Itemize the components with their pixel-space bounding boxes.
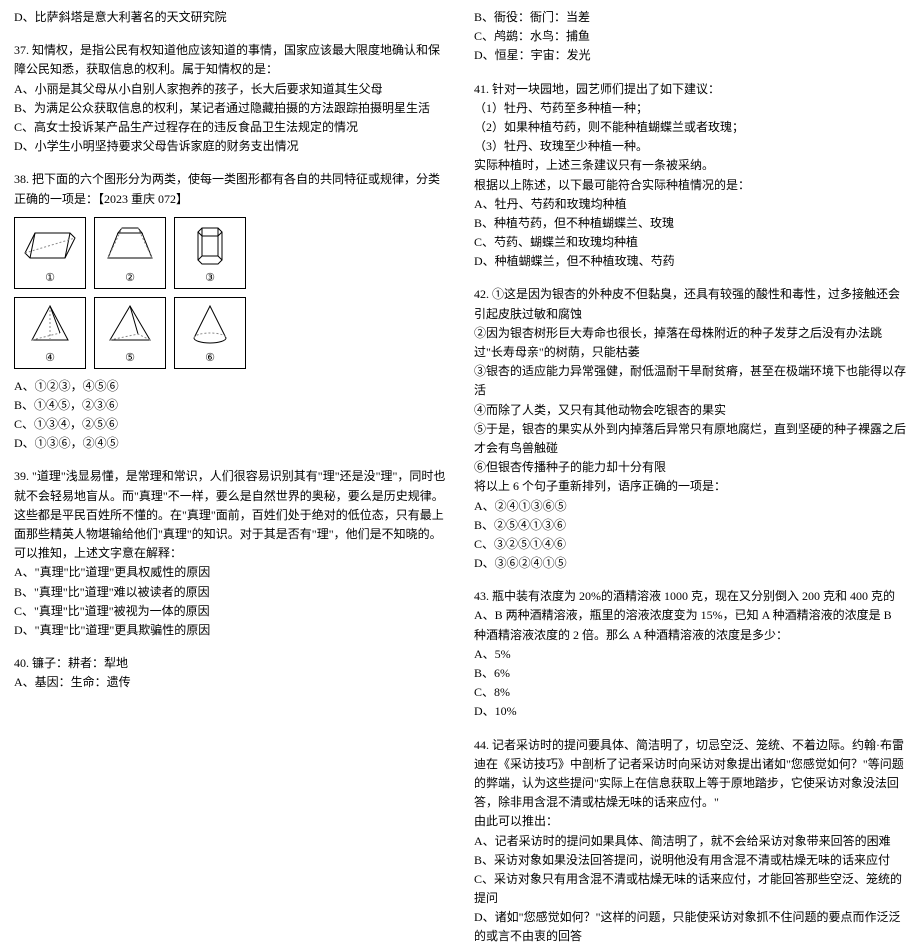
fig-label: ⑥ — [205, 350, 215, 368]
q: 根据以上陈述，以下最可能符合实际种植情况的是： — [474, 176, 906, 195]
opt-b: B、"真理"比"道理"难以被读者的原因 — [14, 583, 446, 602]
q37: 37. 知情权，是指公民有权知道他应该知道的事情，国家应该最大限度地确认和保障公… — [14, 41, 446, 156]
opt-c: C、鸬鹚：水鸟：捕鱼 — [474, 27, 906, 46]
fig-4: ④ — [14, 297, 86, 369]
q40: 40. 镰子：耕者：犁地 A、基因：生命：遗传 — [14, 654, 446, 692]
stem: 37. 知情权，是指公民有权知道他应该知道的事情，国家应该最大限度地确认和保障公… — [14, 41, 446, 79]
opt-a: A、②④①③⑥⑤ — [474, 497, 906, 516]
l1: （1）牡丹、芍药至多种植一种； — [474, 99, 906, 118]
opt-a: A、小丽是其父母从小自别人家抱养的孩子，长大后要求知道其生父母 — [14, 80, 446, 99]
opt: D、比萨斜塔是意大利著名的天文研究院 — [14, 8, 446, 27]
stem: 40. 镰子：耕者：犁地 — [14, 654, 446, 673]
tetra-icon — [100, 298, 160, 348]
frustum-icon — [100, 218, 160, 268]
q43: 43. 瓶中装有浓度为 20%的酒精溶液 1000 克，现在又分别倒入 200 … — [474, 587, 906, 721]
l2: （2）如果种植芍药，则不能种植蝴蝶兰或者玫瑰； — [474, 118, 906, 137]
fig-2: ② — [94, 217, 166, 289]
opt-b: B、采访对象如果没法回答提问，说明他没有用含混不清或枯燥无味的话来应付 — [474, 851, 906, 870]
opt-d: D、①③⑥，②④⑤ — [14, 434, 446, 453]
fig-label: ① — [45, 270, 55, 288]
opt-b: B、②⑤④①③⑥ — [474, 516, 906, 535]
opt-b: B、衙役：衙门：当差 — [474, 8, 906, 27]
stem: 43. 瓶中装有浓度为 20%的酒精溶液 1000 克，现在又分别倒入 200 … — [474, 587, 906, 645]
l4: ④而除了人类，又只有其他动物会吃银杏的果实 — [474, 401, 906, 420]
fig-6: ⑥ — [174, 297, 246, 369]
opt-d: D、小学生小明坚持要求父母告诉家庭的财务支出情况 — [14, 137, 446, 156]
opt-a: A、记者采访时的提问如果具体、简洁明了，就不会给采访对象带来回答的困难 — [474, 832, 906, 851]
opt-a: A、牡丹、芍药和玫瑰均种植 — [474, 195, 906, 214]
pyramid-icon — [20, 298, 80, 348]
q42: 42. ①这是因为银杏的外种皮不但黏臭，还具有较强的酸性和毒性，过多接触还会引起… — [474, 285, 906, 573]
stem: 38. 把下面的六个图形分为两类，使每一类图形都有各自的共同特征或规律，分类正确… — [14, 170, 446, 208]
fig-label: ⑤ — [125, 350, 135, 368]
l6: ⑥但银杏传播种子的能力却十分有限 — [474, 458, 906, 477]
opt-c: C、采访对象只有用含混不清或枯燥无味的话来应付，才能回答那些空泛、笼统的提问 — [474, 870, 906, 908]
opt-a: A、①②③，④⑤⑥ — [14, 377, 446, 396]
opt-a: A、5% — [474, 645, 906, 664]
opt-d: D、种植蝴蝶兰，但不种植玫瑰、芍药 — [474, 252, 906, 271]
q39: 39. "道理"浅显易懂，是常理和常识，人们很容易识别其有"理"还是没"理"，同… — [14, 467, 446, 640]
opt-c: C、芍药、蝴蝶兰和玫瑰均种植 — [474, 233, 906, 252]
fig-label: ② — [125, 270, 135, 288]
figure-grid: ① ② ③ ④ ⑤ ⑥ — [14, 217, 284, 369]
opt-b: B、为满足公众获取信息的权利，某记者通过隐藏拍摄的方法跟踪拍摄明星生活 — [14, 99, 446, 118]
opt-d: D、"真理"比"道理"更具欺骗性的原因 — [14, 621, 446, 640]
opt-c: C、③②⑤①④⑥ — [474, 535, 906, 554]
fig-label: ④ — [45, 350, 55, 368]
opt-c: C、"真理"比"道理"被视为一体的原因 — [14, 602, 446, 621]
q: 将以上 6 个句子重新排列，语序正确的一项是： — [474, 477, 906, 496]
opt-d: D、恒星：宇宙：发光 — [474, 46, 906, 65]
l3: （3）牡丹、玫瑰至少种植一种。 — [474, 137, 906, 156]
l3: ③银杏的适应能力异常强健，耐低温耐干旱耐贫瘠，甚至在极端环境下也能得以存活 — [474, 362, 906, 400]
opt-b: B、种植芍药，但不种植蝴蝶兰、玫瑰 — [474, 214, 906, 233]
prism-icon — [20, 218, 80, 268]
q40-rest: B、衙役：衙门：当差 C、鸬鹚：水鸟：捕鱼 D、恒星：宇宙：发光 — [474, 8, 906, 66]
opt-a: A、"真理"比"道理"更具权威性的原因 — [14, 563, 446, 582]
fig-3: ③ — [174, 217, 246, 289]
l5: ⑤于是，银杏的果实从外到内掉落后异常只有原地腐烂，直到坚硬的种子裸露之后才会有鸟… — [474, 420, 906, 458]
opt-c: C、8% — [474, 683, 906, 702]
lead: 可以推知，上述文字意在解释： — [14, 544, 446, 563]
opt-d: D、③⑥②④①⑤ — [474, 554, 906, 573]
q44: 44. 记者采访时的提问要具体、简洁明了，切忌空泛、笼统、不着边际。约翰·布雷迪… — [474, 736, 906, 947]
lead: 由此可以推出： — [474, 812, 906, 831]
opt-d: D、诸如"您感觉如何？"这样的问题，只能使采访对象抓不住问题的要点而作泛泛的或言… — [474, 908, 906, 946]
cone-icon — [180, 298, 240, 348]
opt-b: B、6% — [474, 664, 906, 683]
l2: ②因为银杏树形巨大寿命也很长，掉落在母株附近的种子发芽之后没有办法跳过"长寿母亲… — [474, 324, 906, 362]
q41: 41. 针对一块园地，园艺师们提出了如下建议： （1）牡丹、芍药至多种植一种； … — [474, 80, 906, 272]
fig-5: ⑤ — [94, 297, 166, 369]
opt-d: D、10% — [474, 702, 906, 721]
hex-prism-icon — [180, 218, 240, 268]
opt-b: B、①④⑤，②③⑥ — [14, 396, 446, 415]
q38: 38. 把下面的六个图形分为两类，使每一类图形都有各自的共同特征或规律，分类正确… — [14, 170, 446, 453]
opt-c: C、高女士投诉某产品生产过程存在的违反食品卫生法规定的情况 — [14, 118, 446, 137]
fig-label: ③ — [205, 270, 215, 288]
fig-1: ① — [14, 217, 86, 289]
l4: 实际种植时，上述三条建议只有一条被采纳。 — [474, 156, 906, 175]
stem: 44. 记者采访时的提问要具体、简洁明了，切忌空泛、笼统、不着边际。约翰·布雷迪… — [474, 736, 906, 813]
stem: 41. 针对一块园地，园艺师们提出了如下建议： — [474, 80, 906, 99]
opt-c: C、①③④，②⑤⑥ — [14, 415, 446, 434]
stem: 39. "道理"浅显易懂，是常理和常识，人们很容易识别其有"理"还是没"理"，同… — [14, 467, 446, 544]
l1: 42. ①这是因为银杏的外种皮不但黏臭，还具有较强的酸性和毒性，过多接触还会引起… — [474, 285, 906, 323]
opt-a: A、基因：生命：遗传 — [14, 673, 446, 692]
